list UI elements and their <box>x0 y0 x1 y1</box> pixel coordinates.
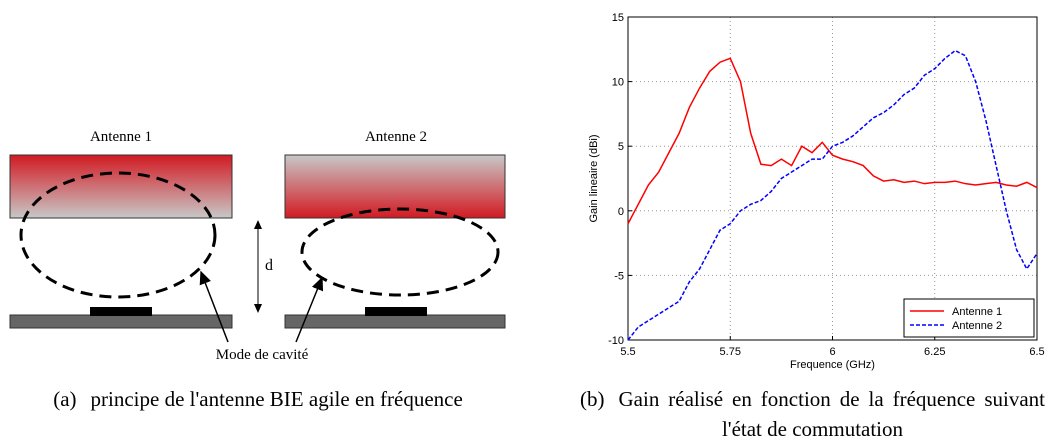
superstrate <box>284 154 506 219</box>
pointer-arrow <box>295 276 324 343</box>
y-tick-label: 15 <box>612 12 624 24</box>
caption-tag: (b) <box>580 387 605 411</box>
legend-label: Antenne 2 <box>952 320 1002 332</box>
cavity-mode <box>300 207 500 297</box>
y-tick-label: -10 <box>608 335 624 347</box>
y-tick-label: -5 <box>614 270 624 282</box>
antenna-label: Antenne 2 <box>365 129 427 145</box>
y-tick-label: 10 <box>612 77 624 89</box>
plot-frame <box>627 16 1038 341</box>
legend-label: Antenne 1 <box>952 306 1002 318</box>
caption-text: principe de l'antenne BIE agile en fréqu… <box>90 387 463 411</box>
x-tick-label: 6.5 <box>1029 346 1044 358</box>
cavity-mode <box>19 171 217 299</box>
ground-plane <box>284 314 506 329</box>
patch <box>365 307 427 316</box>
superstrate <box>9 154 233 219</box>
caption: (b) Gain réalisé en fonction de la fréque… <box>580 384 1045 444</box>
distance-label: d <box>265 257 273 274</box>
x-axis-label: Frequence (GHz) <box>790 359 875 371</box>
x-tick-label: 6 <box>829 346 835 358</box>
chart: -10 -5 0 5 10 15 5.5 5.75 6 6.25 6.5 Frequence (GHz… <box>588 12 1045 371</box>
y-tick-label: 0 <box>618 206 624 218</box>
diagram: Antenne 1 Antenne 2 d Mode de cavité <box>9 129 506 363</box>
antenna-label: Antenne 1 <box>90 129 152 145</box>
pointer-arrow <box>199 270 229 343</box>
series-line <box>627 57 1038 225</box>
caption: (a) principe de l'antenne BIE agile en fr… <box>8 384 508 414</box>
caption-tag: (a) <box>53 387 77 411</box>
patch <box>90 307 152 316</box>
x-tick-label: 5.5 <box>620 346 635 358</box>
y-tick-label: 5 <box>618 141 624 153</box>
legend-box <box>903 298 1035 338</box>
y-axis-label: Gain lineaire (dBi) <box>588 134 600 222</box>
caption-text: Gain réalisé en fonction de la fréquence… <box>618 387 1046 441</box>
ground-plane <box>9 314 233 329</box>
series-line <box>627 49 1038 341</box>
mode-label: Mode de cavité <box>216 347 309 363</box>
x-tick-label: 6.25 <box>924 346 945 358</box>
x-tick-label: 5.75 <box>720 346 741 358</box>
